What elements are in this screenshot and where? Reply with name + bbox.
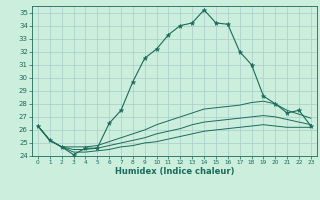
X-axis label: Humidex (Indice chaleur): Humidex (Indice chaleur) (115, 167, 234, 176)
